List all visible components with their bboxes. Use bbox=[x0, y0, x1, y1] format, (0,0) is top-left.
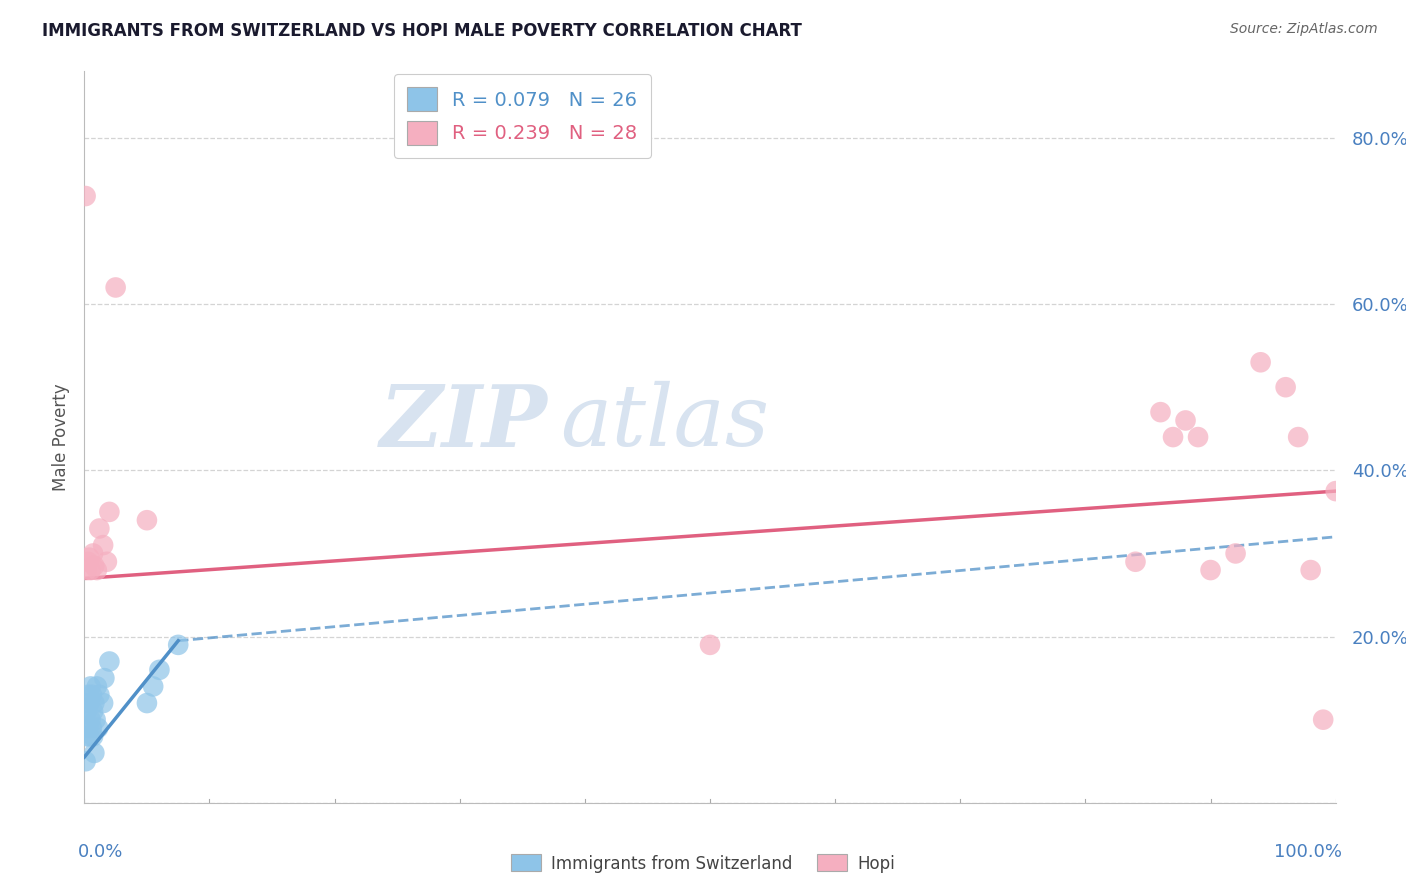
Point bbox=[1161, 430, 1184, 444]
Point bbox=[80, 688, 103, 702]
Legend: Immigrants from Switzerland, Hopi: Immigrants from Switzerland, Hopi bbox=[505, 847, 901, 880]
Point bbox=[136, 513, 159, 527]
Point bbox=[77, 555, 100, 569]
Point bbox=[79, 713, 101, 727]
Point bbox=[98, 655, 121, 669]
Point bbox=[1187, 430, 1209, 444]
Point bbox=[1174, 413, 1197, 427]
Point bbox=[83, 746, 105, 760]
Point bbox=[1225, 546, 1247, 560]
Legend: R = 0.079   N = 26, R = 0.239   N = 28: R = 0.079 N = 26, R = 0.239 N = 28 bbox=[394, 74, 651, 158]
Point bbox=[82, 705, 104, 719]
Text: ZIP: ZIP bbox=[380, 381, 547, 464]
Point bbox=[1149, 405, 1171, 419]
Text: atlas: atlas bbox=[560, 381, 769, 464]
Point bbox=[82, 729, 104, 743]
Point bbox=[1250, 355, 1272, 369]
Point bbox=[77, 721, 100, 735]
Point bbox=[86, 563, 108, 577]
Point bbox=[76, 563, 98, 577]
Point bbox=[75, 189, 97, 203]
Text: 100.0%: 100.0% bbox=[1274, 843, 1341, 861]
Point bbox=[93, 671, 115, 685]
Point bbox=[91, 696, 114, 710]
Point bbox=[167, 638, 190, 652]
Y-axis label: Male Poverty: Male Poverty bbox=[52, 384, 70, 491]
Point bbox=[86, 680, 108, 694]
Point bbox=[699, 638, 721, 652]
Point bbox=[79, 550, 101, 565]
Text: Source: ZipAtlas.com: Source: ZipAtlas.com bbox=[1230, 22, 1378, 37]
Point bbox=[1125, 555, 1147, 569]
Point bbox=[1286, 430, 1309, 444]
Point bbox=[91, 538, 114, 552]
Point bbox=[1299, 563, 1322, 577]
Point bbox=[1274, 380, 1296, 394]
Point bbox=[1324, 484, 1347, 499]
Point bbox=[1312, 713, 1334, 727]
Point bbox=[83, 696, 105, 710]
Point bbox=[98, 505, 121, 519]
Point bbox=[89, 688, 111, 702]
Point bbox=[136, 696, 159, 710]
Point bbox=[148, 663, 170, 677]
Point bbox=[79, 563, 101, 577]
Point bbox=[82, 546, 104, 560]
Point bbox=[76, 729, 98, 743]
Point bbox=[104, 280, 127, 294]
Text: IMMIGRANTS FROM SWITZERLAND VS HOPI MALE POVERTY CORRELATION CHART: IMMIGRANTS FROM SWITZERLAND VS HOPI MALE… bbox=[42, 22, 801, 40]
Point bbox=[80, 721, 103, 735]
Point bbox=[79, 696, 101, 710]
Point bbox=[96, 555, 118, 569]
Point bbox=[1199, 563, 1222, 577]
Point bbox=[87, 721, 110, 735]
Point bbox=[83, 558, 105, 573]
Point bbox=[75, 754, 97, 768]
Point bbox=[79, 729, 101, 743]
Point bbox=[84, 713, 107, 727]
Text: 0.0%: 0.0% bbox=[79, 843, 124, 861]
Point bbox=[89, 521, 111, 535]
Point bbox=[77, 688, 100, 702]
Point bbox=[79, 680, 101, 694]
Point bbox=[76, 705, 98, 719]
Point bbox=[142, 680, 165, 694]
